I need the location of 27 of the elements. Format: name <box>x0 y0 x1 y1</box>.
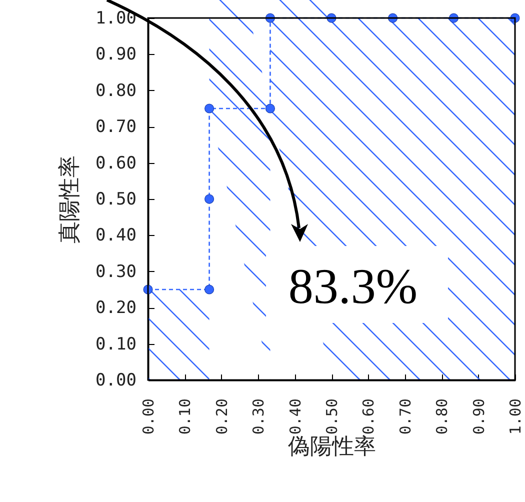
x-axis-title: 偽陽性率 <box>288 434 376 460</box>
y-tick-label: 0.70 <box>96 117 136 138</box>
x-tick-label: 0.90 <box>470 398 488 435</box>
y-tick-label: 0.00 <box>96 370 136 390</box>
y-tick-label: 0.10 <box>96 334 136 354</box>
y-tick-label: 0.90 <box>96 44 136 65</box>
y-tick-label: 0.20 <box>96 298 136 318</box>
y-tick-label: 0.30 <box>96 262 136 282</box>
x-tick-label: 1.00 <box>506 398 524 435</box>
point <box>204 284 214 294</box>
y-tick-label: 0.80 <box>96 80 136 101</box>
x-tick-label: 0.80 <box>433 398 452 435</box>
x-tick-label: 0.60 <box>360 398 378 435</box>
y-tick-label: 0.60 <box>96 153 136 174</box>
x-tick-label: 0.20 <box>212 398 231 435</box>
point <box>204 194 214 204</box>
y-tick-label: 0.40 <box>96 226 136 246</box>
x-tick-label: 0.10 <box>176 398 194 435</box>
y-axis-title: 真陽性率 <box>58 156 83 244</box>
x-tick-label: 0.70 <box>396 398 414 435</box>
annotation: 83.3% <box>288 258 418 314</box>
x-tick-label: 0.50 <box>323 398 341 435</box>
y-tick-label: 0.50 <box>96 190 136 210</box>
x-tick-label: 0.30 <box>250 398 268 435</box>
point <box>265 104 275 114</box>
point <box>204 104 214 114</box>
x-tick-label: 0.40 <box>286 398 304 435</box>
